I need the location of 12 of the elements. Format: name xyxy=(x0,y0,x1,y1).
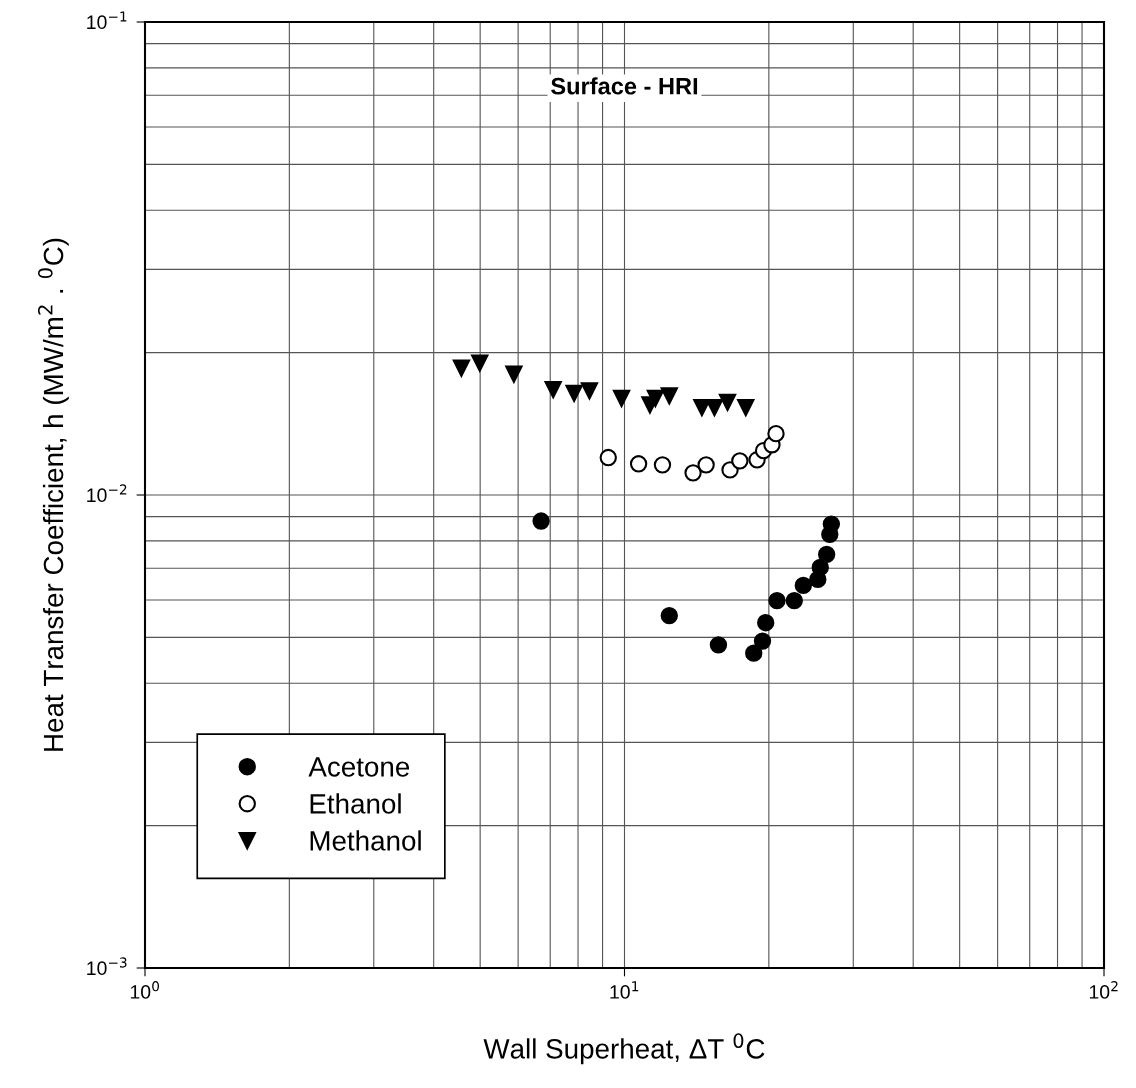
legend-label: Acetone xyxy=(308,757,410,777)
y-axis-title: Heat Transfer Coefficient, h (MW/m$^{2}$ . $^{0}$C) xyxy=(37,238,69,751)
x-tick-label: 10$^{0}$ xyxy=(130,981,160,999)
text: Surface - HRI xyxy=(551,77,698,95)
y-tick-label: 10$^{−1}$ xyxy=(87,11,127,30)
legend-label: Ethanol xyxy=(310,793,401,814)
legend-label: Methanol xyxy=(310,830,421,851)
x-tick-label: 10$^{1}$ xyxy=(610,981,639,999)
x-tick-label: 10$^{2}$ xyxy=(1089,981,1118,999)
y-tick-label: 10$^{−2}$ xyxy=(87,484,127,503)
x-axis-title: Wall Superheat, ΔT $^{0}$C xyxy=(483,1033,765,1065)
y-tick-label: 10$^{−3}$ xyxy=(87,957,127,976)
